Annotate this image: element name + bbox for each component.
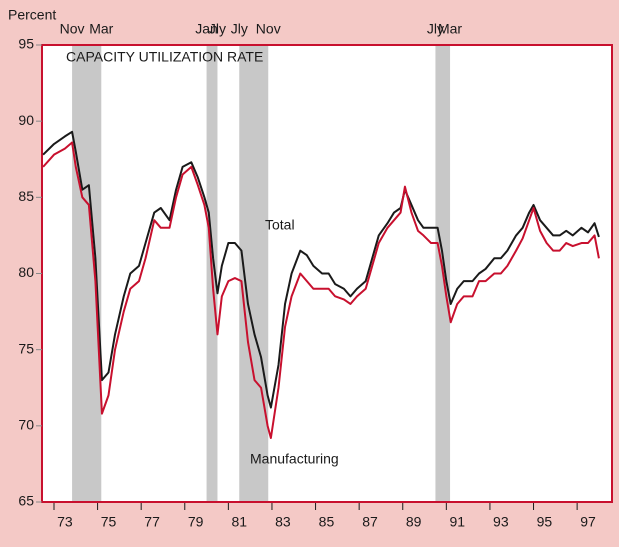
y-tick-label: 90	[18, 112, 34, 128]
x-tick-label: 81	[231, 514, 247, 530]
series-annotation: Total	[265, 217, 295, 233]
x-tick-label: 95	[537, 514, 553, 530]
x-tick-label: 73	[57, 514, 73, 530]
x-tick-label: 97	[580, 514, 596, 530]
y-tick-label: 75	[18, 340, 34, 356]
x-tick-label: 83	[275, 514, 291, 530]
recession-label: Mar	[438, 21, 462, 37]
recession-label: Jan	[195, 21, 218, 37]
recession-label: Jly	[231, 21, 248, 37]
x-tick-label: 77	[144, 514, 160, 530]
x-tick-label: 85	[319, 514, 335, 530]
y-tick-label: 85	[18, 188, 34, 204]
y-tick-label: 80	[18, 264, 34, 280]
x-tick-label: 75	[101, 514, 117, 530]
recession-label: Mar	[89, 21, 113, 37]
recession-label: Nov	[256, 21, 281, 37]
x-tick-label: 79	[188, 514, 204, 530]
recession-label: Jly	[209, 21, 226, 37]
series-line	[42, 130, 600, 409]
x-tick-label: 91	[449, 514, 465, 530]
y-tick-label: 65	[18, 493, 34, 509]
chart-subtitle: CAPACITY UTILIZATION RATE	[66, 49, 263, 65]
series-annotation: Manufacturing	[250, 451, 339, 467]
x-tick-label: 87	[362, 514, 378, 530]
x-tick-label: 89	[406, 514, 422, 530]
recession-label: Nov	[60, 21, 85, 37]
series-line	[42, 141, 600, 440]
y-tick-label: 70	[18, 417, 34, 433]
recession-label: Jly	[427, 21, 444, 37]
y-axis-label: Percent	[8, 7, 56, 23]
x-tick-label: 93	[493, 514, 509, 530]
y-tick-label: 95	[18, 36, 34, 52]
